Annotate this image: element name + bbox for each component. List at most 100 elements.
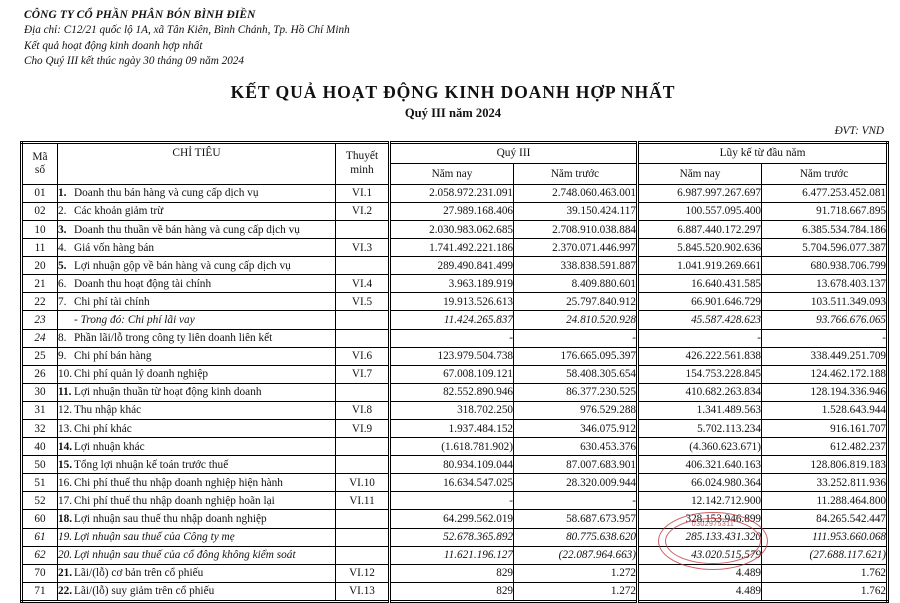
cell-thuyet-minh	[335, 455, 390, 475]
cell-cumulative-previous-year: 916.161.707	[760, 418, 889, 439]
cell-thuyet-minh	[335, 509, 390, 529]
table-row: 10 3. Doanh thu thuần về bán hàng và cung …	[21, 219, 889, 240]
cell-ma-so: 62	[21, 545, 58, 565]
cell-cumulative-current-year: 5.702.113.234	[636, 418, 762, 439]
cell-quarter-previous-year: 86.377.230.525	[513, 382, 638, 402]
cell-ma-so: 50	[21, 455, 58, 475]
header-quarter-previous-year: Năm trước	[513, 162, 638, 185]
row-index-label: 8.	[58, 332, 67, 345]
cell-chi-tieu: 4. Giá vốn hàng bán	[57, 238, 336, 258]
cell-quarter-current-year: 16.634.547.025	[388, 473, 514, 493]
company-address: Địa chỉ: C12/21 quốc lộ 1A, xã Tân Kiên,…	[24, 24, 350, 36]
row-index-label: 15.	[58, 458, 73, 471]
row-label: Lợi nhuận sau thuế thu nhập doanh nghiệp	[74, 513, 267, 526]
row-label: Doanh thu thuần về bán hàng và cung cấp …	[74, 223, 300, 236]
cell-ma-so: 10	[21, 219, 58, 240]
cell-ma-so: 01	[21, 183, 58, 203]
cell-cumulative-previous-year: 124.462.172.188	[760, 364, 889, 384]
row-label: Phần lãi/lỗ trong công ty liên doanh liê…	[74, 332, 273, 345]
cell-quarter-current-year: 318.702.250	[388, 400, 514, 421]
cell-quarter-previous-year: 1.272	[513, 563, 638, 583]
income-statement-table: Mã số CHỈ TIÊU Thuyết minh Quý III Lũy k…	[20, 140, 890, 603]
cell-chi-tieu: 2. Các khoản giảm trừ	[57, 201, 336, 221]
company-period-line: Cho Quý III kết thúc ngày 30 tháng 09 nă…	[24, 55, 244, 68]
cell-quarter-previous-year: 630.453.376	[513, 437, 638, 457]
table-row: 21 6. Doanh thu hoạt động tài chính VI.4 3.9…	[21, 274, 889, 294]
cell-ma-so: 70	[21, 563, 58, 583]
cell-chi-tieu: 13. Chi phí khác	[57, 418, 336, 439]
cell-cumulative-current-year: 100.557.095.400	[636, 201, 762, 221]
cell-thuyet-minh	[335, 219, 390, 240]
cell-cumulative-previous-year: 84.265.542.447	[760, 509, 889, 529]
row-index-label: 16.	[58, 476, 73, 489]
row-index-label: 9.	[58, 350, 67, 363]
row-index-label: 7.	[58, 295, 67, 308]
cell-cumulative-previous-year: 680.938.706.799	[760, 256, 889, 276]
cell-cumulative-current-year: 4.489	[636, 581, 762, 602]
row-index-label: 17.	[58, 494, 73, 507]
table-row: 52 17. Chi phí thuế thu nhập doanh nghiệp …	[21, 491, 889, 511]
cell-quarter-current-year: 19.913.526.613	[388, 292, 514, 312]
table-row: 40 14. Lợi nhuận khác (1.618.781.902) 630.45…	[21, 437, 889, 457]
cell-thuyet-minh	[335, 527, 390, 547]
cell-cumulative-current-year: 16.640.431.585	[636, 274, 762, 294]
row-index-label: 19.	[58, 531, 73, 544]
cell-cumulative-current-year: 4.489	[636, 563, 762, 583]
header-chi-tieu: CHỈ TIÊU	[57, 141, 336, 185]
cell-ma-so: 52	[21, 491, 58, 511]
cell-quarter-previous-year: 2.370.071.446.997	[513, 238, 638, 258]
cell-ma-so: 20	[21, 256, 58, 276]
cell-chi-tieu: 18. Lợi nhuận sau thuế thu nhập doanh ngh…	[57, 509, 336, 529]
cell-ma-so: 61	[21, 527, 58, 547]
cell-chi-tieu: 20. Lợi nhuận sau thuế của cổ đông không …	[57, 545, 336, 565]
cell-quarter-current-year: 11.621.196.127	[388, 545, 514, 565]
row-index-label: 5.	[58, 259, 67, 272]
cell-chi-tieu: 9. Chi phí bán hàng	[57, 346, 336, 366]
row-label: Giá vốn hàng bán	[74, 241, 154, 254]
cell-cumulative-previous-year: 33.252.811.936	[760, 473, 889, 493]
row-index-label: 11.	[58, 386, 72, 399]
table-row: 31 12. Thu nhập khác VI.8 318.702.250 976.529…	[21, 400, 889, 421]
cell-ma-so: 40	[21, 437, 58, 457]
cell-quarter-previous-year: 58.408.305.654	[513, 364, 638, 384]
cell-ma-so: 31	[21, 400, 58, 421]
table-row: 01 1. Doanh thu bán hàng và cung cấp dịch …	[21, 183, 889, 203]
table-row: 20 5. Lợi nhuận gộp về bán hàng và cung cấ…	[21, 256, 889, 276]
cell-thuyet-minh: VI.6	[335, 346, 390, 366]
cell-thuyet-minh	[335, 545, 390, 565]
cell-thuyet-minh: VI.11	[335, 491, 390, 511]
row-index-label: 1.	[58, 187, 67, 200]
cell-thuyet-minh	[335, 310, 390, 330]
row-label: Tổng lợi nhuận kế toán trước thuế	[74, 458, 229, 471]
cell-thuyet-minh: VI.12	[335, 563, 390, 583]
row-label: Chi phí tài chính	[74, 295, 150, 308]
row-label: Các khoản giảm trừ	[74, 205, 164, 218]
cell-quarter-previous-year: 28.320.009.944	[513, 473, 638, 493]
cell-ma-so: 24	[21, 328, 58, 348]
cell-quarter-previous-year: 1.272	[513, 581, 638, 602]
cell-quarter-current-year: 67.008.109.121	[388, 364, 514, 384]
row-label: Lợi nhuận sau thuế của Công ty mẹ	[74, 531, 235, 544]
cell-quarter-previous-year: -	[513, 491, 638, 511]
cell-ma-so: 71	[21, 581, 58, 602]
cell-chi-tieu: 12. Thu nhập khác	[57, 400, 336, 421]
cell-chi-tieu: 19. Lợi nhuận sau thuế của Công ty mẹ	[57, 527, 336, 547]
cell-quarter-current-year: 3.963.189.919	[388, 274, 514, 294]
cell-cumulative-previous-year: (27.688.117.621)	[760, 545, 889, 565]
cell-chi-tieu: 5. Lợi nhuận gộp về bán hàng và cung cấp …	[57, 256, 336, 276]
table-row: 25 9. Chi phí bán hàng VI.6 123.979.504.738 1…	[21, 346, 889, 366]
cell-quarter-previous-year: -	[513, 328, 638, 348]
cell-cumulative-current-year: 1.341.489.563	[636, 400, 762, 421]
cell-cumulative-previous-year: 111.953.660.068	[760, 527, 889, 547]
header-cumulative-previous-year: Năm trước	[760, 162, 889, 185]
header-ma-so: Mã số	[21, 141, 58, 185]
header-cumulative-current-year: Năm nay	[636, 162, 762, 185]
cell-cumulative-previous-year: 128.806.819.183	[760, 455, 889, 475]
row-index-label: 3.	[58, 223, 67, 236]
row-label: Chi phí thuế thu nhập doanh nghiệp hiện …	[74, 476, 283, 489]
cell-cumulative-current-year: 426.222.561.838	[636, 346, 762, 366]
cell-chi-tieu: 22. Lãi/(lỗ) suy giảm trên cổ phiếu	[57, 581, 336, 602]
cell-ma-so: 23	[21, 310, 58, 330]
cell-cumulative-previous-year: 6.385.534.784.186	[760, 219, 889, 240]
page-title: KẾT QUẢ HOẠT ĐỘNG KINH DOANH HỢP NHẤT	[230, 81, 676, 102]
